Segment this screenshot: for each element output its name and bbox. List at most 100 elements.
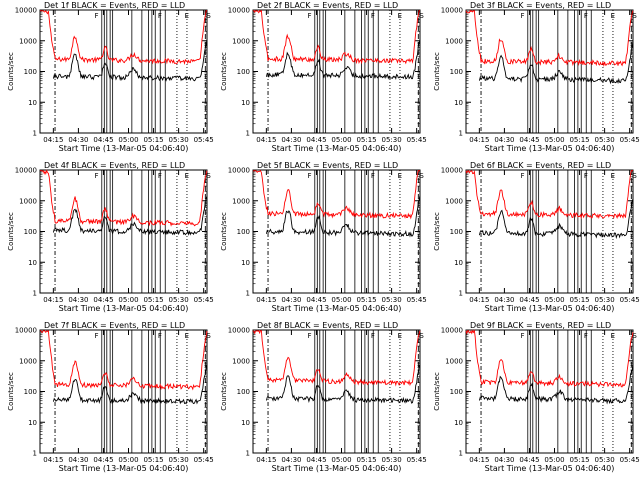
event-marker-letter: F xyxy=(158,172,162,180)
y-tick-label: 10000 xyxy=(15,7,37,15)
event-marker-letter: E xyxy=(398,12,402,20)
series-events-line xyxy=(265,364,421,404)
series-lld-line xyxy=(465,169,633,220)
x-tick-label: 04:45 xyxy=(306,136,326,144)
x-axis-label: Start Time (13-Mar-05 04:06:40) xyxy=(272,304,402,313)
event-marker-letter: E xyxy=(611,172,615,180)
event-marker-letter: F xyxy=(520,172,524,180)
x-tick-label: 05:00 xyxy=(118,136,138,144)
chart-panel-3: Det 3f BLACK = Events, RED = LLD 1 10 100 10… xyxy=(433,1,640,153)
y-tick-label: 1000 xyxy=(19,357,37,365)
event-marker-letter: S xyxy=(206,172,211,180)
x-tick-label: 04:30 xyxy=(281,136,301,144)
x-tick-label: 04:15 xyxy=(469,456,489,464)
x-tick-label: 05:00 xyxy=(118,456,138,464)
y-axis-label: Counts/sec xyxy=(220,372,228,411)
x-tick-label: 05:45 xyxy=(407,136,427,144)
y-tick-label: 100 xyxy=(24,68,37,76)
series-lld-line xyxy=(40,169,208,227)
y-axis-label: Counts/sec xyxy=(433,212,441,251)
event-marker-letter: S xyxy=(632,332,637,340)
series-lld-line xyxy=(252,330,421,387)
series-events-line xyxy=(265,39,421,81)
x-axis-label: Start Time (13-Mar-05 04:06:40) xyxy=(485,464,615,473)
x-tick-label: 05:00 xyxy=(331,296,351,304)
y-tick-label: 10000 xyxy=(441,167,463,175)
x-tick-label: 05:45 xyxy=(194,296,214,304)
y-tick-label: 1000 xyxy=(19,37,37,45)
x-tick-label: 04:15 xyxy=(256,456,276,464)
y-axis-label: Counts/sec xyxy=(7,212,15,251)
x-tick-label: 05:30 xyxy=(595,456,615,464)
x-tick-label: 04:30 xyxy=(494,136,514,144)
x-tick-label: 05:30 xyxy=(595,296,615,304)
y-tick-label: 100 xyxy=(450,228,463,236)
plot-frame xyxy=(39,329,208,454)
series-lld-line xyxy=(40,329,208,391)
event-marker-letter: E xyxy=(398,172,402,180)
y-tick-label: 1000 xyxy=(19,197,37,205)
y-tick-label: 1 xyxy=(246,450,250,458)
y-tick-label: 100 xyxy=(450,68,463,76)
x-tick-label: 04:45 xyxy=(93,136,113,144)
x-tick-label: 05:30 xyxy=(382,456,402,464)
series-events-line xyxy=(52,363,208,405)
x-tick-label: 05:45 xyxy=(194,456,214,464)
y-tick-label: 10 xyxy=(241,259,250,267)
event-marker-letter: F xyxy=(371,172,375,180)
y-tick-label: 100 xyxy=(24,228,37,236)
x-tick-label: 05:45 xyxy=(620,456,640,464)
x-axis-label: Start Time (13-Mar-05 04:06:40) xyxy=(485,304,615,313)
y-tick-label: 10000 xyxy=(15,167,37,175)
series-events-line xyxy=(478,199,634,240)
chart-panel-2: Det 2f BLACK = Events, RED = LLD 1 10 100 10… xyxy=(220,1,427,153)
x-tick-label: 05:00 xyxy=(331,136,351,144)
panel-title: Det 1f BLACK = Events, RED = LLD xyxy=(44,1,185,10)
x-tick-label: 04:15 xyxy=(43,296,63,304)
x-tick-label: 04:15 xyxy=(256,296,276,304)
event-marker-letter: F xyxy=(94,172,98,180)
y-tick-label: 10 xyxy=(241,99,250,107)
y-tick-label: 1000 xyxy=(232,37,250,45)
chart-panel-9: Det 9f BLACK = Events, RED = LLD 1 10 100 10… xyxy=(433,321,640,473)
x-tick-label: 04:30 xyxy=(281,456,301,464)
event-marker-letter: S xyxy=(632,12,637,20)
series-lld-line xyxy=(465,9,634,68)
panel-title: Det 7f BLACK = Events, RED = LLD xyxy=(44,321,185,330)
panel-title: Det 5f BLACK = Events, RED = LLD xyxy=(257,161,398,170)
y-tick-label: 1 xyxy=(246,130,250,138)
panel-title: Det 6f BLACK = Events, RED = LLD xyxy=(470,161,611,170)
y-tick-label: 10000 xyxy=(228,7,250,15)
series-lld-line xyxy=(465,329,634,388)
x-tick-label: 05:15 xyxy=(356,456,376,464)
x-tick-label: 05:30 xyxy=(382,136,402,144)
x-tick-label: 05:15 xyxy=(143,296,163,304)
y-tick-label: 10 xyxy=(454,99,463,107)
x-tick-label: 05:15 xyxy=(356,296,376,304)
series-lld-line xyxy=(253,9,420,65)
x-tick-label: 05:15 xyxy=(143,136,163,144)
y-tick-label: 1000 xyxy=(445,37,463,45)
event-marker-letter: S xyxy=(632,172,637,180)
event-marker-letter: F xyxy=(584,172,588,180)
event-marker-letter: F xyxy=(520,12,524,20)
x-tick-label: 05:30 xyxy=(169,296,189,304)
plot-frame xyxy=(465,9,634,134)
y-tick-label: 1 xyxy=(246,290,250,298)
y-tick-label: 1 xyxy=(33,290,37,298)
y-tick-label: 10000 xyxy=(441,327,463,335)
y-tick-label: 100 xyxy=(237,68,250,76)
x-tick-label: 04:15 xyxy=(469,136,489,144)
y-tick-label: 100 xyxy=(24,388,37,396)
x-axis-label: Start Time (13-Mar-05 04:06:40) xyxy=(59,144,189,153)
event-marker-letter: S xyxy=(419,12,424,20)
x-tick-label: 04:30 xyxy=(281,296,301,304)
chart-panel-6: Det 6f BLACK = Events, RED = LLD 1 10 100 10… xyxy=(433,161,640,313)
x-axis-label: Start Time (13-Mar-05 04:06:40) xyxy=(59,464,189,473)
x-tick-label: 05:00 xyxy=(544,296,564,304)
x-tick-label: 04:45 xyxy=(519,136,539,144)
event-marker-letter: S xyxy=(419,332,424,340)
y-axis-label: Counts/sec xyxy=(7,52,15,91)
y-tick-label: 1000 xyxy=(445,197,463,205)
x-tick-label: 05:00 xyxy=(544,456,564,464)
